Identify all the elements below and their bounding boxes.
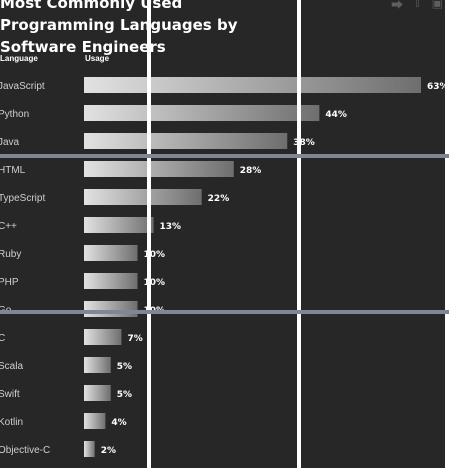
value-label: 13%	[160, 222, 182, 232]
value-label: 5%	[117, 390, 132, 400]
chart-title: Most Commonly Used Programming Languages…	[0, 0, 238, 56]
value-label: 5%	[117, 362, 132, 372]
overlay-bar-horizontal-2	[0, 310, 449, 314]
category-label: C	[0, 333, 5, 344]
value-label: 4%	[111, 418, 126, 428]
category-label: Scala	[0, 361, 23, 372]
category-label: Objective-C	[0, 445, 50, 456]
bar	[84, 77, 421, 93]
bar	[84, 441, 95, 457]
bar	[84, 385, 111, 401]
twitter-icon[interactable]: 𝕋	[413, 0, 422, 10]
column-header-language: Language	[0, 54, 38, 63]
value-label: 10%	[143, 250, 165, 260]
value-label: 44%	[325, 110, 347, 120]
bar	[84, 273, 138, 289]
category-label: HTML	[0, 165, 26, 176]
category-label: Ruby	[0, 249, 21, 260]
bar	[84, 189, 202, 205]
overlay-bar-horizontal-1	[0, 154, 449, 158]
column-header-usage: Usage	[85, 54, 110, 63]
value-label: 22%	[208, 194, 230, 204]
bar	[84, 329, 122, 345]
value-label: 38%	[293, 138, 315, 148]
category-label: Python	[0, 109, 29, 120]
share-toolbar: ⮕ 𝕋 ▣	[391, 0, 443, 13]
category-label: TypeScript	[0, 193, 45, 204]
category-label: Swift	[0, 389, 20, 400]
linkedin-icon[interactable]: ▣	[431, 0, 443, 10]
category-label: C++	[0, 221, 17, 232]
category-label: JavaScript	[0, 81, 45, 92]
bar	[84, 105, 320, 121]
category-label: Kotlin	[0, 417, 23, 428]
bar	[84, 413, 106, 429]
bar	[84, 133, 288, 149]
value-label: 2%	[101, 446, 116, 456]
value-label: 7%	[127, 334, 142, 344]
bar	[84, 301, 138, 317]
value-label: 63%	[427, 82, 445, 92]
share-icon[interactable]: ⮕	[391, 0, 404, 12]
value-label: 28%	[240, 166, 262, 176]
overlay-bar-vertical-1	[147, 0, 151, 468]
value-label: 10%	[143, 278, 165, 288]
category-label: Java	[0, 137, 20, 148]
bar	[84, 357, 111, 373]
overlay-bar-vertical-2	[297, 0, 301, 468]
category-label: PHP	[0, 277, 19, 288]
bar	[84, 217, 154, 233]
bar	[84, 245, 138, 261]
bar	[84, 161, 234, 177]
